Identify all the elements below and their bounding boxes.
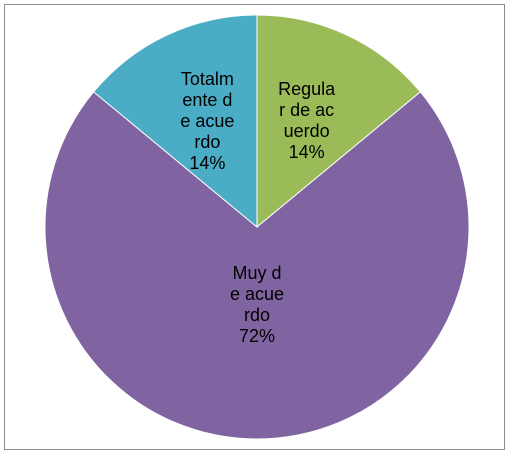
category-label: Regular de acuerdo (278, 79, 336, 142)
pie-slice (92, 14, 258, 229)
label-box: Muy de acuerdo 72% (177, 205, 337, 405)
category-label: Muy de acuerdo (229, 263, 285, 326)
value-label: 14% (288, 142, 325, 163)
label-box: Regular de acuerdo 14% (227, 21, 387, 221)
pie-slice (256, 14, 422, 229)
label-text: Totalmente de acuerdo 14% (178, 69, 236, 174)
label-text: Regular de acuerdo 14% (278, 79, 336, 163)
label-box: Totalmente de acuerdo 14% (127, 21, 287, 221)
category-label: Totalmente de acuerdo (180, 68, 235, 152)
value-label: 72% (238, 326, 276, 347)
label-text: Muy de acuerdo 72% (228, 263, 286, 347)
pie-slice (44, 91, 470, 440)
value-label: 14% (189, 152, 226, 173)
